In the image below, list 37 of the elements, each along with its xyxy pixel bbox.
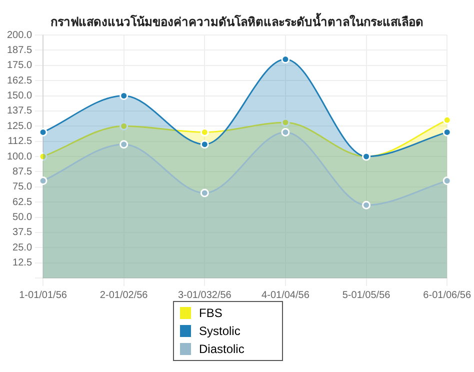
y-tick-label: 175.0 [6, 60, 32, 72]
x-tick-label: 2-01/02/56 [100, 290, 148, 301]
y-tick-label: 100.0 [6, 151, 32, 162]
chart-title: กราฟแสดงแนวโน้มของค่าความดันโลหิตและระดับน้ำตาลในกระแสเลือด [50, 12, 424, 31]
y-tick-label: 62.5 [12, 196, 32, 208]
y-tick-label: 37.5 [12, 227, 32, 238]
y-tick-label: 162.5 [6, 75, 32, 86]
x-tick-label: 1-01/01/56 [19, 290, 68, 301]
point [362, 200, 371, 210]
point [120, 92, 128, 100]
point [120, 140, 128, 149]
point [281, 128, 290, 136]
point [281, 55, 290, 64]
point [120, 122, 128, 130]
point [281, 118, 290, 127]
point [200, 188, 209, 198]
point [38, 152, 48, 161]
x-tick-label: 3-01/032/56 [178, 290, 232, 301]
y-tick-label: 125.0 [6, 120, 32, 132]
y-tick-label: 112.5 [8, 136, 32, 148]
y-tick-label: 12.5 [12, 258, 32, 269]
point [200, 128, 209, 136]
x-tick-label: 5-01/05/56 [342, 290, 391, 301]
y-tick-label: 150.0 [6, 90, 32, 102]
y-tick-label: 137.5 [6, 106, 32, 117]
x-tick-label: 4-01/04/56 [262, 290, 310, 301]
y-tick-label: 25.0 [12, 242, 32, 254]
point [200, 140, 209, 149]
y-tick-label: 87.5 [12, 166, 32, 178]
legend-label: Diastolic [199, 342, 244, 356]
x-tick-label: 6-01/06/56 [423, 290, 472, 301]
legend-label: FBS [199, 306, 222, 320]
y-tick-label: 75.0 [12, 182, 32, 193]
y-tick-label: 200.0 [6, 30, 32, 41]
legend-label: Systolic [199, 324, 240, 338]
y-tick-label: 50.0 [12, 212, 32, 223]
y-tick-label: 187.5 [6, 44, 32, 56]
